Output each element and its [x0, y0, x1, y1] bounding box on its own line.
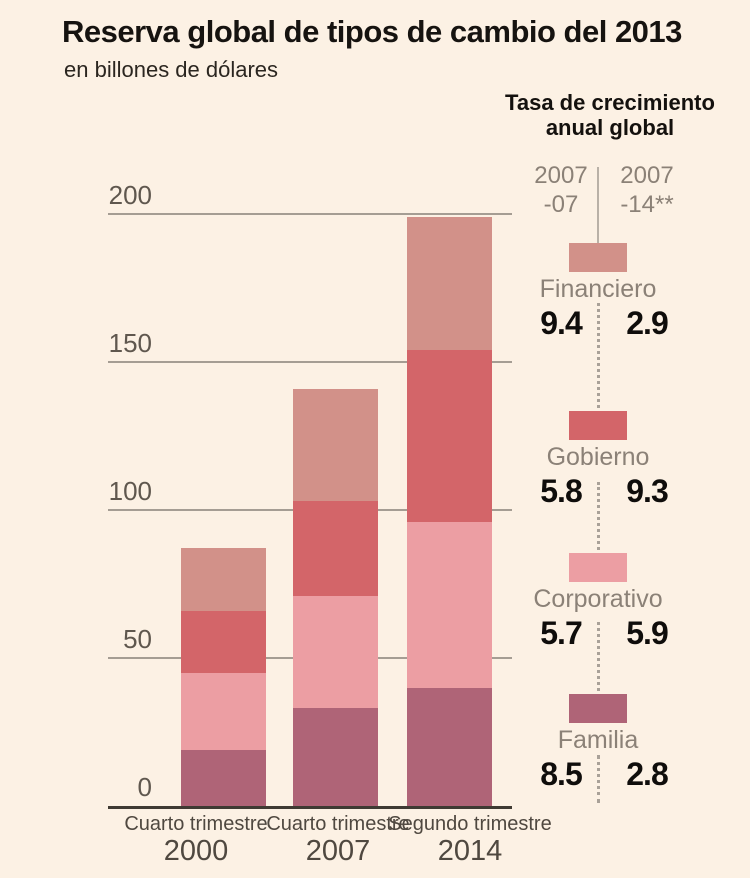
x-axis-line	[108, 806, 512, 809]
legend-value-corporativo-1: 5.7	[540, 615, 582, 651]
growth-col1-header: 2007 -07	[534, 162, 588, 218]
bar-segment-financiero	[407, 216, 492, 351]
y-tick-label-200: 200	[108, 180, 152, 210]
y-tick-label-150: 150	[108, 328, 152, 358]
legend-label-familia: Familia	[557, 726, 639, 754]
bar-segment-familia	[181, 749, 266, 806]
x-label-year: 2000	[163, 835, 229, 867]
growth-header-line2: anual global	[545, 115, 675, 141]
x-label-quarter: Segundo trimestre	[388, 813, 552, 835]
bar-segment-corporativo	[181, 672, 266, 750]
x-label-2000: Cuarto trimestre 2000	[111, 813, 281, 868]
legend-value-gobierno-1: 5.8	[540, 473, 582, 509]
bar-segment-corporativo	[407, 521, 492, 688]
legend-value-gobierno-2: 9.3	[626, 473, 668, 509]
growth-col2-header: 2007 -14**	[620, 162, 674, 218]
legend-value-financiero-2: 2.9	[626, 305, 668, 341]
legend-label-financiero: Financiero	[539, 275, 657, 303]
y-tick-label-0: 0	[137, 772, 152, 802]
bar-segment-familia	[407, 687, 492, 806]
bar-segment-financiero	[293, 388, 378, 502]
legend-value-corporativo-2: 5.9	[626, 615, 668, 651]
gridline-200	[108, 213, 512, 215]
x-label-quarter: Cuarto trimestre	[124, 813, 268, 835]
legend-swatch-financiero	[569, 243, 627, 272]
bar-segment-gobierno	[181, 610, 266, 673]
x-label-quarter: Cuarto trimestre	[266, 813, 410, 835]
legend-swatch-familia	[569, 694, 627, 723]
page-title: Reserva global de tipos de cambio del 20…	[62, 14, 682, 49]
legend-dotted-line-1	[597, 303, 600, 408]
bar-segment-corporativo	[293, 595, 378, 709]
legend-swatch-gobierno	[569, 411, 627, 440]
bar-segment-gobierno	[407, 350, 492, 522]
growth-header: Tasa de crecimiento anual global	[480, 90, 740, 141]
gridline-150	[108, 361, 512, 363]
x-label-year: 2007	[305, 835, 371, 867]
legend-divider-line	[597, 167, 599, 243]
bar-segment-familia	[293, 708, 378, 806]
y-tick-label-50: 50	[123, 624, 152, 654]
x-label-year: 2014	[437, 835, 503, 867]
legend-label-corporativo: Corporativo	[533, 585, 663, 613]
legend-swatch-corporativo	[569, 553, 627, 582]
legend-label-gobierno: Gobierno	[546, 443, 650, 471]
legend-dotted-line-2	[597, 482, 600, 550]
growth-header-line1: Tasa de crecimiento	[505, 90, 715, 115]
page-subtitle: en billones de dólares	[64, 57, 279, 82]
x-label-2014: Segundo trimestre 2014	[385, 813, 555, 868]
bar-segment-gobierno	[293, 501, 378, 596]
legend-value-familia-2: 2.8	[626, 756, 668, 792]
legend-value-familia-1: 8.5	[540, 756, 582, 792]
legend-value-financiero-1: 9.4	[540, 305, 582, 341]
legend-dotted-line-4	[597, 755, 600, 803]
legend-dotted-line-3	[597, 622, 600, 691]
y-tick-label-100: 100	[108, 476, 152, 506]
bar-segment-financiero	[181, 548, 266, 611]
x-label-2007: Cuarto trimestre 2007	[253, 813, 423, 868]
